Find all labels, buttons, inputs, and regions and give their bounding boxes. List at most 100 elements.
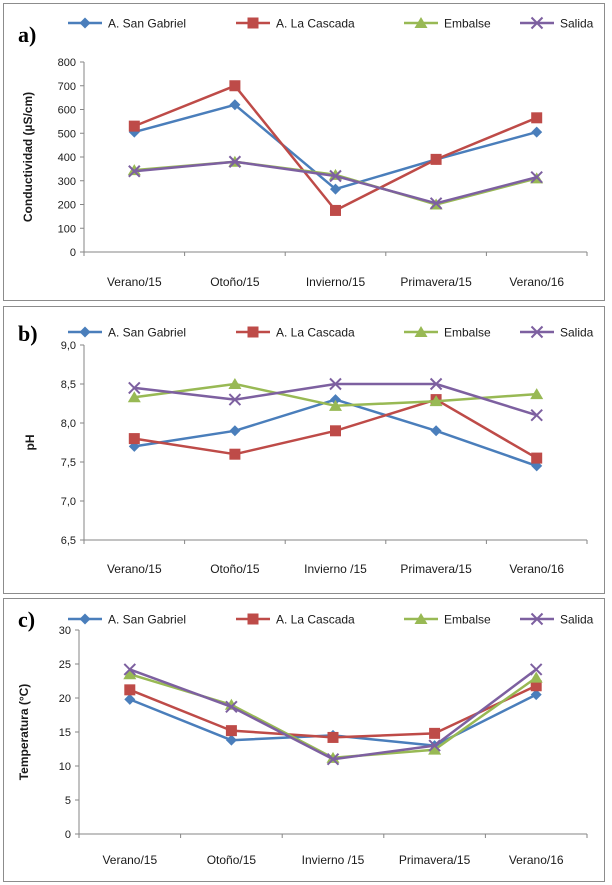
series-a-0	[128, 99, 543, 195]
data-point-c-1-0	[124, 684, 136, 696]
data-point-c-2-3	[428, 743, 442, 755]
panel-label-a: a)	[18, 22, 36, 47]
x-tick-label-c-4: Verano/16	[509, 853, 564, 867]
legend-label-a-0: A. San Gabriel	[108, 17, 186, 31]
legend-label-c-3: Salida	[560, 613, 594, 627]
x-tick-label-a-4: Verano/16	[509, 275, 564, 289]
data-point-b-3-3	[429, 377, 443, 391]
data-point-c-3-0	[123, 663, 137, 676]
y-tick-label-a-2: 200	[58, 200, 76, 212]
data-point-c-3-4	[529, 663, 543, 676]
data-point-a-0-4	[531, 126, 543, 138]
y-tick-label-a-4: 400	[58, 152, 76, 164]
data-point-b-1-0	[128, 433, 140, 445]
y-tick-label-a-6: 600	[58, 105, 76, 117]
x-tick-label-a-2: Invierno/15	[306, 275, 366, 289]
legend-b: A. San Gabriel A. La Cascada Embalse Salida	[68, 326, 594, 340]
data-point-a-3-4	[530, 170, 543, 184]
chart-c-svg: c) A. San Gabriel A. La Cascada Embalse Sali…	[17, 607, 594, 867]
legend-marker-c-0	[79, 613, 91, 625]
y-tick-label-a-1: 100	[58, 223, 76, 235]
y-tick-label-c-3: 15	[59, 727, 71, 739]
data-point-a-1-2	[330, 204, 341, 216]
x-tick-label-c-1: Otoño/15	[207, 853, 257, 867]
data-point-c-2-1	[224, 698, 238, 710]
legend-label-c-0: A. San Gabriel	[108, 613, 186, 627]
x-tick-label-a-3: Primavera/15	[400, 275, 472, 289]
series-a-2	[127, 155, 544, 210]
x-tick-label-b-1: Otoño/15	[210, 562, 260, 576]
y-tick-label-b-5: 9,0	[61, 340, 76, 352]
data-point-a-3-0	[128, 165, 141, 178]
data-point-c-1-2	[327, 731, 339, 743]
data-point-c-3-2	[326, 752, 340, 766]
y-tick-label-c-6: 30	[59, 625, 71, 637]
y-tick-label-a-3: 300	[58, 176, 76, 188]
y-tick-label-b-2: 7,5	[61, 457, 76, 469]
data-point-a-3-3	[429, 197, 443, 210]
panel-label-c: c)	[18, 607, 35, 632]
legend-marker-a-3	[530, 16, 544, 30]
data-point-a-3-2	[329, 169, 342, 183]
chart-panel-a: a) A. San Gabriel A. La Cascada Embalse Sali…	[3, 3, 605, 301]
data-point-b-0-3	[430, 425, 442, 437]
data-point-c-2-0	[123, 668, 137, 680]
series-line-a-3	[134, 160, 538, 205]
data-point-c-2-4	[529, 671, 543, 683]
legend-marker-a-2	[414, 17, 428, 28]
x-tick-label-b-4: Verano/16	[509, 562, 564, 576]
data-point-a-1-0	[128, 120, 140, 132]
data-point-b-2-3	[429, 395, 443, 407]
y-tick-label-b-4: 8,5	[61, 379, 76, 391]
data-point-c-0-1	[225, 734, 237, 746]
legend-label-a-1: A. La Cascada	[276, 17, 355, 31]
series-a-1	[128, 80, 543, 216]
x-tick-label-c-2: Invierno /15	[302, 853, 365, 867]
y-tick-label-c-5: 25	[59, 659, 71, 671]
legend-marker-a-1	[247, 17, 259, 29]
legend-marker-b-2	[414, 326, 428, 337]
data-point-c-1-4	[530, 680, 542, 692]
data-point-b-2-1	[228, 378, 242, 389]
legend-label-a-3: Salida	[560, 17, 594, 31]
x-tick-label-b-2: Invierno /15	[304, 562, 367, 576]
data-point-c-1-3	[429, 727, 441, 739]
data-point-a-1-3	[430, 153, 442, 165]
y-tick-label-c-2: 10	[59, 761, 71, 773]
chart-panel-c: c) A. San Gabriel A. La Cascada Embalse Sali…	[3, 598, 605, 882]
series-c-2	[123, 668, 543, 763]
data-point-a-0-2	[330, 183, 341, 195]
legend-marker-b-3	[530, 325, 544, 339]
chart-panel-b: b) A. San Gabriel A. La Cascada Embalse Sali…	[3, 306, 605, 594]
data-point-c-2-2	[326, 751, 340, 763]
data-point-a-1-4	[531, 112, 543, 124]
legend-label-b-2: Embalse	[444, 326, 491, 340]
y-tick-label-c-1: 5	[65, 795, 71, 807]
x-tick-label-a-0: Verano/15	[107, 275, 162, 289]
data-point-c-0-4	[530, 689, 542, 701]
x-tick-label-c-3: Primavera/15	[399, 853, 471, 867]
series-c-1	[124, 680, 542, 743]
data-point-b-2-2	[329, 399, 342, 411]
series-b-2	[127, 378, 544, 411]
chart-a-svg: a) A. San Gabriel A. La Cascada Embalse Sali…	[18, 16, 594, 290]
y-axis-label-c: Temperatura (°C)	[17, 684, 31, 781]
data-point-c-3-3	[428, 739, 441, 752]
y-tick-label-b-3: 8,0	[61, 418, 76, 430]
y-tick-label-a-7: 700	[58, 81, 76, 93]
data-point-a-3-1	[228, 155, 242, 168]
y-tick-label-c-4: 20	[59, 693, 71, 705]
y-tick-label-c-0: 0	[65, 829, 71, 841]
legend-label-b-3: Salida	[560, 326, 594, 340]
legend-c: A. San Gabriel A. La Cascada Embalse Salida	[68, 613, 594, 627]
data-point-b-2-4	[530, 388, 544, 400]
data-point-c-3-1	[225, 700, 238, 714]
y-tick-label-a-0: 0	[70, 247, 76, 259]
data-point-b-3-1	[228, 393, 242, 406]
data-point-c-1-1	[225, 725, 237, 737]
x-tick-label-a-1: Otoño/15	[210, 275, 260, 289]
legend-label-c-2: Embalse	[444, 613, 491, 627]
series-a-3	[128, 155, 543, 210]
y-tick-label-a-8: 800	[58, 57, 76, 69]
